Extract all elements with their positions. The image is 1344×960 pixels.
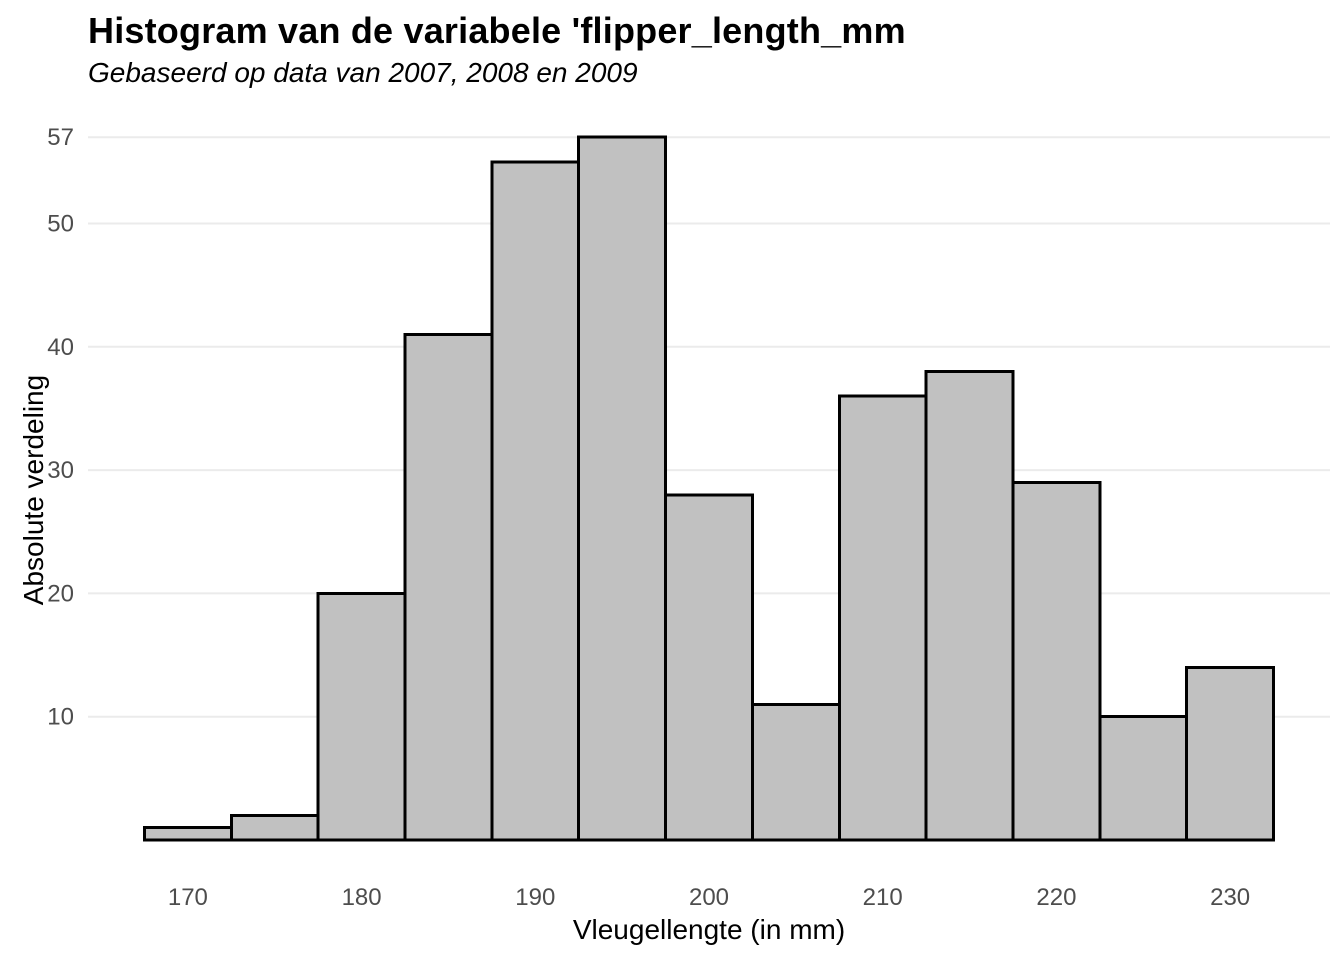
histogram-bar-230 [1185,665,1276,842]
histogram-bar-205 [750,702,841,842]
histogram-bar-215 [924,370,1015,842]
y-tick-label-20: 20 [47,580,74,607]
histogram-bar-170 [143,826,233,842]
histogram-bar-225 [1098,715,1189,842]
histogram-bar-190 [490,160,581,842]
x-tick-label-210: 210 [863,884,903,911]
x-tick-label-180: 180 [342,884,382,911]
x-tick-label-230: 230 [1210,884,1250,911]
y-tick-label-50: 50 [47,211,74,238]
y-tick-label-57: 57 [47,124,74,151]
histogram-bar-195 [577,135,668,842]
x-tick-label-200: 200 [689,884,729,911]
x-tick-label-190: 190 [515,884,555,911]
x-tick-label-220: 220 [1036,884,1076,911]
y-tick-label-30: 30 [47,457,74,484]
y-tick-label-10: 10 [47,704,74,731]
x-tick-label-170: 170 [168,884,208,911]
chart-subtitle: Gebaseerd op data van 2007, 2008 en 2009 [88,57,638,88]
y-axis-title: Absolute verdeling [18,374,49,606]
histogram-bar-200 [664,493,754,842]
histogram-bar-180 [316,591,407,842]
x-axis-title: Vleugellengte (in mm) [572,914,846,945]
histogram-bar-210 [837,394,928,842]
chart-title: Histogram van de variabele 'flipper_leng… [88,10,906,51]
histogram-bar-220 [1011,480,1102,842]
histogram-bar-185 [403,333,494,842]
y-tick-label-40: 40 [47,334,74,361]
histogram-bar-175 [229,813,320,842]
